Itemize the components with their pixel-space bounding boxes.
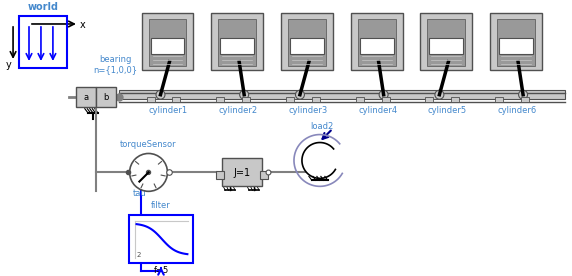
Circle shape [519,90,527,99]
Bar [260,171,268,179]
Text: f=5: f=5 [153,266,169,275]
Bar [499,38,533,54]
Text: cylinder5: cylinder5 [428,106,467,115]
Bar [290,38,324,54]
Bar [358,19,396,66]
Bar [141,13,193,70]
Text: load2: load2 [310,121,333,131]
Bar [220,38,254,54]
Bar [146,97,154,102]
Text: cylinder1: cylinder1 [149,106,188,115]
Text: cylinder2: cylinder2 [219,106,258,115]
Bar [150,38,184,54]
Circle shape [379,90,388,99]
Bar [521,97,529,102]
Bar [216,171,224,179]
Text: y: y [6,60,12,70]
Bar [281,13,333,70]
Circle shape [130,153,168,191]
Text: J=1: J=1 [233,168,251,178]
Bar [149,19,186,66]
Text: b: b [103,93,108,102]
Bar [216,97,224,102]
Circle shape [296,90,304,99]
Bar [490,13,542,70]
Bar [76,87,96,107]
Text: torqueSensor: torqueSensor [120,139,177,148]
Text: a: a [83,93,88,102]
Bar [19,16,67,68]
Bar [223,158,262,186]
Bar [312,97,320,102]
Text: tau: tau [133,189,146,198]
Bar [427,19,465,66]
Text: filter: filter [151,201,171,210]
Bar [451,97,459,102]
Bar [430,38,463,54]
Circle shape [156,90,165,99]
Bar [360,38,394,54]
Bar [495,97,503,102]
Text: cylinder4: cylinder4 [358,106,397,115]
Bar [219,19,256,66]
Text: x: x [80,20,86,30]
Text: cylinder6: cylinder6 [498,106,537,115]
Bar [497,19,535,66]
Bar [426,97,434,102]
Bar [420,13,472,70]
Bar [211,13,263,70]
Bar [242,97,250,102]
Text: load: load [233,160,251,169]
Bar [288,19,326,66]
Circle shape [435,90,444,99]
Bar [356,97,364,102]
Bar [129,215,193,263]
Bar [382,97,390,102]
Bar [172,97,180,102]
Text: bearing
n={1,0,0}: bearing n={1,0,0} [94,55,138,75]
Text: world: world [27,2,58,12]
Bar [118,90,565,99]
Bar [286,97,294,102]
Circle shape [240,90,249,99]
Text: 2: 2 [137,252,141,258]
Circle shape [146,170,150,174]
Text: cylinder3: cylinder3 [288,106,328,115]
Bar [351,13,403,70]
Bar [96,87,116,107]
